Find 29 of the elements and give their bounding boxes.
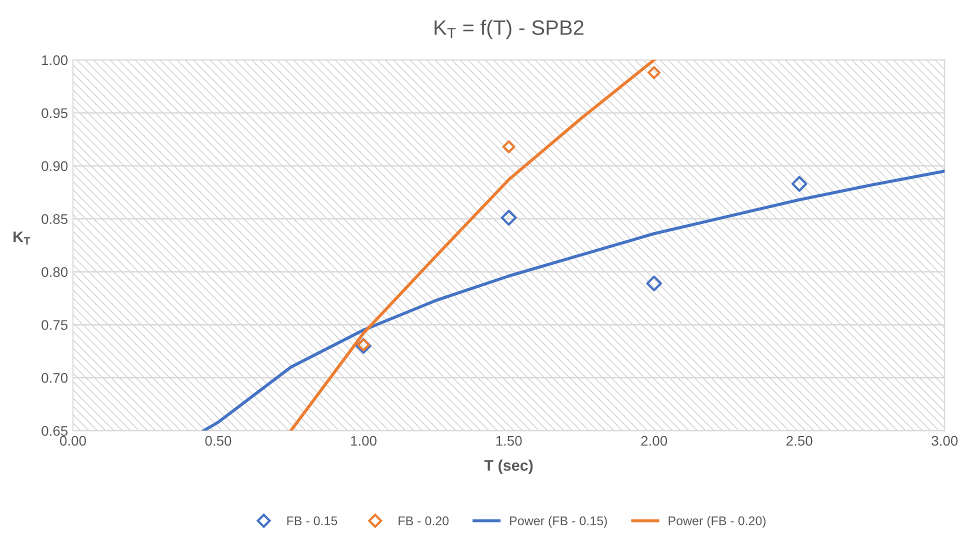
x-tick-label: 2.50 xyxy=(786,436,812,446)
y-tick-label: 1.00 xyxy=(42,55,68,66)
legend-label: FB - 0.20 xyxy=(398,516,449,526)
y-tick-label: 0.85 xyxy=(42,214,68,224)
line-series xyxy=(289,60,656,431)
y-tick-label: 0.75 xyxy=(42,320,68,330)
y-tick-label: 0.65 xyxy=(42,426,68,436)
y-tick-label: 0.90 xyxy=(42,161,68,172)
y-tick-label: 0.80 xyxy=(42,267,68,277)
y-axis-title: K$_{T}$ xyxy=(14,232,30,245)
x-tick-label: 1.50 xyxy=(496,436,522,446)
point xyxy=(648,66,661,80)
x-axis-title: T (sec) xyxy=(484,460,533,474)
x-tick-label: 0.00 xyxy=(60,436,86,446)
x-tick-label: 0.50 xyxy=(205,436,232,446)
point xyxy=(791,176,808,192)
x-tick-label: 2.00 xyxy=(641,436,668,446)
legend-label: FB - 0.15 xyxy=(287,516,338,526)
y-tick-label: 0.95 xyxy=(42,108,68,118)
line-series xyxy=(202,170,945,431)
chart-title: K$_{T}$ = f(T) - SPB2 xyxy=(434,20,584,40)
legend-label: Power (FB - 0.20) xyxy=(668,516,766,528)
point xyxy=(500,210,517,226)
y-tick-label: 0.70 xyxy=(42,373,68,383)
point xyxy=(646,276,662,292)
legend-label: Power (FB - 0.15) xyxy=(510,516,607,528)
point xyxy=(502,140,516,154)
x-tick-label: 1.00 xyxy=(351,436,376,446)
x-tick-label: 3.00 xyxy=(932,436,958,446)
